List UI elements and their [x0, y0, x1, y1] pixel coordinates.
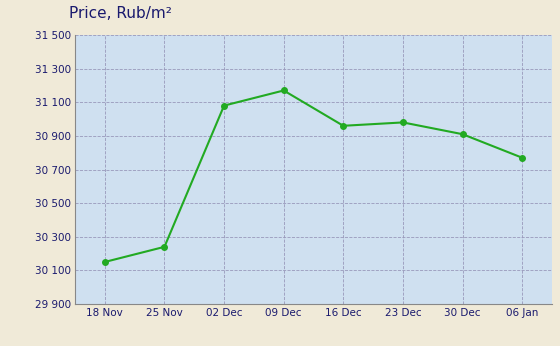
Text: Price, Rub/m²: Price, Rub/m² [69, 6, 172, 21]
